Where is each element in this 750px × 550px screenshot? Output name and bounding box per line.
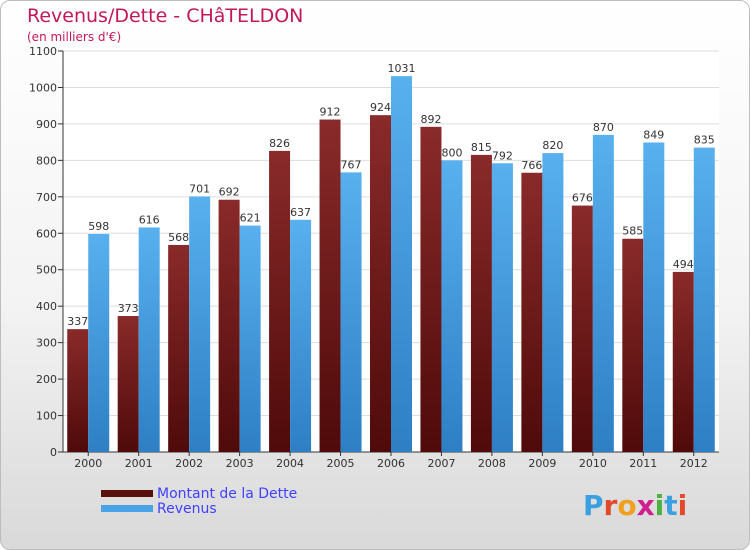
logo-letter: t	[664, 489, 678, 522]
x-tick-label: 2007	[427, 457, 455, 470]
bar-dette	[470, 154, 492, 453]
legend-swatch-dette	[101, 490, 153, 497]
y-tick-label: 600	[36, 227, 57, 240]
data-label-revenus: 849	[643, 129, 664, 142]
data-label-dette: 373	[118, 302, 139, 315]
x-tick-label: 2003	[226, 457, 254, 470]
y-tick-label: 200	[36, 373, 57, 386]
bar-dette	[67, 329, 89, 452]
x-tick-label: 2002	[175, 457, 203, 470]
y-tick-label: 1000	[29, 81, 57, 94]
data-label-dette: 924	[370, 101, 391, 114]
data-label-dette: 826	[269, 137, 290, 150]
data-label-dette: 585	[622, 225, 643, 238]
logo-letter: P	[583, 489, 604, 522]
data-label-revenus: 767	[341, 158, 362, 171]
data-label-revenus: 835	[694, 134, 715, 147]
bar-dette	[420, 126, 442, 453]
bar-revenus	[391, 76, 412, 453]
bar-dette	[521, 172, 543, 452]
bar-revenus	[441, 160, 463, 452]
chart-title: Revenus/Dette - CHâTELDON	[27, 5, 304, 27]
data-label-revenus: 621	[240, 212, 261, 225]
bar-revenus	[290, 219, 312, 452]
data-label-revenus: 1031	[388, 62, 416, 75]
x-tick-label: 2006	[377, 457, 405, 470]
y-tick-label: 800	[36, 154, 57, 167]
bar-revenus	[643, 142, 665, 452]
bar-revenus	[189, 196, 211, 452]
bar-dette	[622, 238, 644, 452]
data-label-dette: 692	[219, 186, 240, 199]
data-label-revenus: 701	[189, 182, 210, 195]
data-label-dette: 912	[320, 106, 341, 119]
data-label-dette: 676	[572, 192, 593, 205]
y-tick-label: 900	[36, 118, 57, 131]
legend-swatch-revenus	[101, 505, 153, 512]
y-tick-label: 300	[36, 337, 57, 350]
data-label-revenus: 800	[441, 146, 462, 159]
chart-subtitle: (en milliers d'€)	[27, 30, 122, 44]
bar-revenus	[592, 134, 614, 452]
x-tick-label: 2008	[478, 457, 506, 470]
data-label-revenus: 637	[290, 206, 311, 219]
logo-letter: i	[654, 489, 665, 522]
legend-item-dette: Montant de la Dette	[101, 485, 298, 502]
data-label-revenus: 820	[542, 139, 563, 152]
y-tick-label: 100	[36, 410, 57, 423]
bar-dette	[319, 119, 341, 452]
x-tick-label: 2005	[327, 457, 355, 470]
bar-dette	[571, 205, 593, 452]
x-tick-label: 2010	[579, 457, 607, 470]
bar-revenus	[88, 234, 110, 452]
y-tick-label: 400	[36, 300, 57, 313]
data-label-revenus: 598	[88, 220, 109, 233]
x-tick-label: 2011	[629, 457, 657, 470]
legend-item-revenus: Revenus	[101, 500, 297, 517]
bar-dette	[218, 199, 240, 452]
legend-label-dette: Montant de la Dette	[157, 485, 298, 502]
data-label-revenus: 616	[139, 213, 160, 226]
y-tick-label: 0	[50, 446, 57, 459]
data-label-dette: 815	[471, 141, 492, 154]
x-tick-label: 2012	[680, 457, 708, 470]
legend-label-revenus: Revenus	[157, 500, 217, 517]
bar-dette	[672, 271, 694, 452]
logo-letter: o	[617, 489, 637, 522]
x-tick-label: 2000	[74, 457, 102, 470]
legend: Montant de la Dette Revenus	[101, 485, 298, 517]
bar-revenus	[138, 227, 160, 452]
bar-revenus	[340, 172, 362, 453]
logo-letter: r	[603, 489, 618, 522]
x-tick-label: 2004	[276, 457, 304, 470]
data-label-dette: 892	[420, 113, 441, 126]
bar-dette	[370, 115, 391, 452]
bar-revenus	[542, 153, 564, 452]
proxiti-logo: Proxiti	[583, 489, 687, 522]
bar-dette	[168, 244, 190, 452]
data-label-dette: 337	[67, 315, 88, 328]
logo-letter: i	[677, 489, 688, 522]
data-label-revenus: 870	[593, 121, 614, 134]
data-label-dette: 766	[521, 159, 542, 172]
bar-dette	[269, 150, 291, 453]
bar-revenus	[693, 147, 715, 452]
x-tick-label: 2001	[125, 457, 153, 470]
y-tick-label: 700	[36, 191, 57, 204]
data-label-revenus: 792	[492, 149, 513, 162]
y-tick-label: 500	[36, 264, 57, 277]
y-tick-label: 1100	[29, 45, 57, 58]
x-tick-label: 2009	[528, 457, 556, 470]
bar-revenus	[239, 225, 261, 452]
bar-revenus	[491, 163, 513, 452]
data-label-dette: 568	[168, 231, 189, 244]
data-label-dette: 494	[673, 258, 694, 271]
logo-letter: x	[636, 489, 655, 522]
bar-dette	[117, 316, 139, 452]
